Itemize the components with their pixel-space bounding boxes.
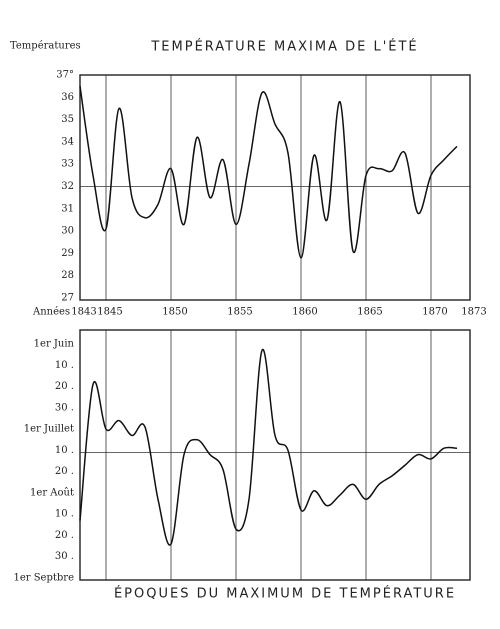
x-tick-label: 1870 <box>422 307 447 318</box>
y-tick-label: 1er Juillet <box>24 424 74 435</box>
y-tick-label: 10 . <box>55 360 74 371</box>
x-tick-label: 1845 <box>97 307 122 318</box>
y-tick-label: 1er Juin <box>34 339 75 350</box>
y-tick-label: 29 <box>61 248 74 259</box>
y-tick-label: 30 . <box>55 551 74 562</box>
y-tick-label: 27 <box>61 293 74 304</box>
line-series <box>79 86 458 259</box>
x-tick-label: 1850 <box>162 307 187 318</box>
y-tick-label: 37° <box>56 70 74 81</box>
y-tick-label: 35 <box>61 114 74 125</box>
y-tick-label: 31 <box>61 203 74 214</box>
y-tick-label: 33 <box>61 159 74 170</box>
y-tick-label: 20 . <box>55 381 74 392</box>
y-tick-label: 10 . <box>55 445 74 456</box>
x-tick-label: 1873 <box>461 307 486 318</box>
y-tick-label: 10 . <box>55 509 74 520</box>
y-tick-label: 30 <box>61 226 74 237</box>
x-tick-label: 1865 <box>357 307 382 318</box>
y-tick-label: 20 . <box>55 466 74 477</box>
chart-title: ÉPOQUES DU MAXIMUM DE TEMPÉRATURE <box>114 586 456 602</box>
y-tick-label: 20 . <box>55 530 74 541</box>
plot-frame <box>79 329 471 581</box>
y-tick-label: 34 <box>61 136 74 147</box>
y-tick-label: 1er Septbre <box>13 573 74 584</box>
x-axis-label: Années <box>32 307 70 318</box>
y-tick-label: 28 <box>61 270 74 281</box>
y-tick-label: 36 <box>61 92 74 103</box>
line-series <box>79 348 458 546</box>
y-axis-label: Températures <box>10 41 81 52</box>
y-tick-label: 32 <box>61 181 74 192</box>
y-tick-label: 1er Août <box>30 487 74 498</box>
x-tick-label: 1843 <box>71 307 96 318</box>
chart-title: TEMPÉRATURE MAXIMA DE L'ÉTÉ <box>150 39 418 55</box>
plot-frame <box>79 74 471 301</box>
y-tick-label: 30 . <box>55 402 74 413</box>
x-tick-label: 1855 <box>227 307 252 318</box>
x-tick-label: 1860 <box>292 307 317 318</box>
